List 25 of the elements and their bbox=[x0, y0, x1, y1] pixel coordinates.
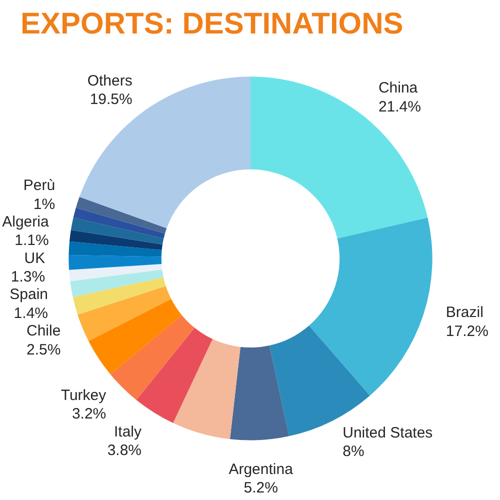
slice-label: UK bbox=[24, 250, 46, 267]
slice-label: Spain bbox=[10, 286, 48, 304]
data-label: 1.1% bbox=[14, 232, 49, 250]
slice-label: Perù bbox=[23, 176, 56, 194]
data-label: 1% bbox=[33, 196, 56, 213]
data-label: 1.3% bbox=[10, 268, 46, 286]
chart-title: EXPORTS: DESTINATIONS bbox=[20, 8, 404, 40]
data-label: 1.4% bbox=[14, 305, 48, 322]
slice-label: Chile bbox=[26, 322, 61, 340]
data-label: 2.5% bbox=[26, 341, 61, 358]
data-label: 5.2% bbox=[244, 480, 278, 497]
data-label: 21.4% bbox=[378, 98, 421, 116]
slice-label: Argentina bbox=[228, 460, 294, 478]
slice-label: United States bbox=[342, 424, 433, 442]
slice-label: Turkey bbox=[60, 386, 107, 404]
slice-label: Algeria bbox=[2, 213, 50, 230]
data-label: 19.5% bbox=[90, 91, 132, 108]
slice-label: China bbox=[378, 80, 418, 97]
slice-label: Italy bbox=[114, 423, 142, 440]
slice-label: Brazil bbox=[446, 304, 484, 322]
data-label: 17.2% bbox=[446, 322, 488, 340]
data-label: 8% bbox=[342, 443, 364, 460]
data-label: 3.2% bbox=[72, 406, 106, 423]
data-label: 3.8% bbox=[107, 442, 142, 460]
slice-label: Others bbox=[87, 72, 132, 90]
